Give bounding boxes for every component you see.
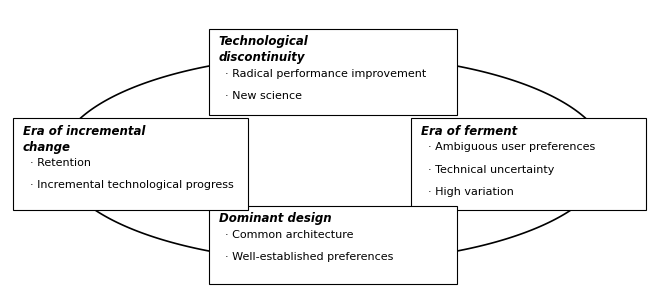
FancyBboxPatch shape bbox=[209, 29, 457, 115]
Text: · Common architecture: · Common architecture bbox=[225, 230, 354, 240]
Text: · Retention: · Retention bbox=[29, 158, 91, 168]
Text: · Well-established preferences: · Well-established preferences bbox=[225, 252, 394, 262]
Text: · New science: · New science bbox=[225, 91, 302, 101]
Text: · Ambiguous user preferences: · Ambiguous user preferences bbox=[428, 143, 595, 153]
Text: Era of ferment: Era of ferment bbox=[421, 125, 517, 138]
Text: Technological
discontinuity: Technological discontinuity bbox=[219, 35, 308, 64]
Text: · Technical uncertainty: · Technical uncertainty bbox=[428, 165, 554, 175]
Text: Dominant design: Dominant design bbox=[219, 212, 332, 225]
FancyBboxPatch shape bbox=[13, 118, 248, 211]
Text: Era of incremental
change: Era of incremental change bbox=[23, 125, 145, 153]
Text: · High variation: · High variation bbox=[428, 187, 513, 197]
Text: · Incremental technological progress: · Incremental technological progress bbox=[29, 180, 233, 190]
FancyBboxPatch shape bbox=[209, 206, 457, 284]
FancyBboxPatch shape bbox=[412, 118, 646, 211]
Text: · Radical performance improvement: · Radical performance improvement bbox=[225, 69, 426, 79]
